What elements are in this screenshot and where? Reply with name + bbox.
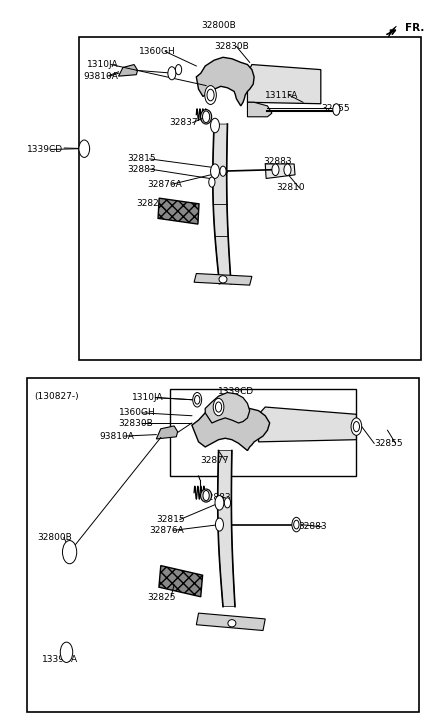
Circle shape [211, 164, 219, 178]
Text: 32830B: 32830B [119, 419, 153, 427]
Circle shape [284, 164, 291, 175]
Polygon shape [388, 26, 396, 37]
Circle shape [272, 164, 279, 175]
Circle shape [294, 521, 299, 529]
Text: 32876A: 32876A [150, 526, 184, 535]
Text: 32810: 32810 [277, 183, 305, 193]
Circle shape [205, 86, 216, 105]
Circle shape [203, 491, 209, 501]
Ellipse shape [201, 489, 212, 502]
Text: (130827-): (130827-) [34, 392, 78, 401]
Circle shape [224, 498, 231, 508]
Circle shape [211, 119, 219, 133]
Circle shape [215, 402, 222, 412]
Text: 32883: 32883 [128, 164, 156, 174]
Circle shape [333, 104, 340, 116]
Circle shape [60, 642, 73, 662]
Text: 1360GH: 1360GH [139, 47, 175, 56]
Text: 1311FA: 1311FA [265, 91, 299, 100]
Circle shape [207, 89, 214, 101]
Bar [78, 37, 421, 360]
Text: 32800B: 32800B [201, 20, 236, 30]
Text: 1310JA: 1310JA [87, 60, 119, 69]
Circle shape [80, 142, 88, 156]
Ellipse shape [228, 619, 236, 627]
Circle shape [193, 393, 202, 407]
Text: 32876A: 32876A [148, 180, 182, 189]
Circle shape [194, 395, 200, 404]
Text: 1339GA: 1339GA [41, 655, 78, 664]
Ellipse shape [219, 276, 227, 283]
Circle shape [79, 140, 90, 158]
Text: 93810A: 93810A [83, 72, 118, 81]
Text: 32830B: 32830B [214, 42, 249, 51]
Text: 1310JA: 1310JA [132, 393, 164, 402]
Polygon shape [192, 404, 270, 451]
Polygon shape [156, 426, 178, 439]
Polygon shape [158, 198, 199, 224]
Bar [169, 389, 356, 476]
Text: 93810A: 93810A [99, 432, 134, 441]
Polygon shape [265, 164, 295, 178]
Circle shape [209, 177, 215, 187]
Text: 32825: 32825 [148, 593, 176, 602]
Ellipse shape [201, 110, 212, 124]
Text: 32815: 32815 [128, 154, 156, 164]
Circle shape [292, 518, 301, 532]
Text: 1339CD: 1339CD [218, 387, 254, 395]
Polygon shape [213, 124, 231, 284]
Text: 32800B: 32800B [37, 533, 72, 542]
Polygon shape [259, 407, 356, 442]
Polygon shape [159, 566, 202, 597]
Text: 32883: 32883 [298, 522, 327, 531]
Circle shape [168, 67, 176, 80]
Circle shape [213, 398, 224, 416]
Text: 32815: 32815 [156, 515, 185, 524]
Polygon shape [205, 393, 250, 423]
Text: 32883: 32883 [202, 493, 231, 502]
Text: 1360GH: 1360GH [119, 409, 155, 417]
Text: 32877: 32877 [201, 456, 229, 465]
Text: 32825: 32825 [136, 199, 165, 209]
Circle shape [64, 544, 75, 561]
Polygon shape [248, 65, 321, 104]
Polygon shape [119, 65, 138, 76]
Circle shape [175, 65, 182, 75]
Polygon shape [196, 57, 254, 106]
Circle shape [215, 518, 223, 531]
Text: 32837: 32837 [169, 118, 198, 127]
Polygon shape [194, 273, 252, 285]
Circle shape [220, 166, 226, 176]
Polygon shape [196, 613, 265, 630]
Circle shape [62, 644, 71, 660]
Bar [27, 378, 419, 712]
Polygon shape [248, 103, 272, 117]
Circle shape [202, 111, 210, 123]
Circle shape [62, 541, 77, 563]
Text: FR.: FR. [405, 23, 425, 33]
Circle shape [353, 422, 359, 432]
Circle shape [351, 418, 362, 435]
Text: 1339CD: 1339CD [27, 145, 63, 154]
Polygon shape [218, 451, 235, 606]
Text: 32883: 32883 [263, 157, 292, 166]
Text: 32855: 32855 [321, 103, 349, 113]
Circle shape [215, 496, 224, 510]
Text: 32855: 32855 [374, 439, 403, 448]
